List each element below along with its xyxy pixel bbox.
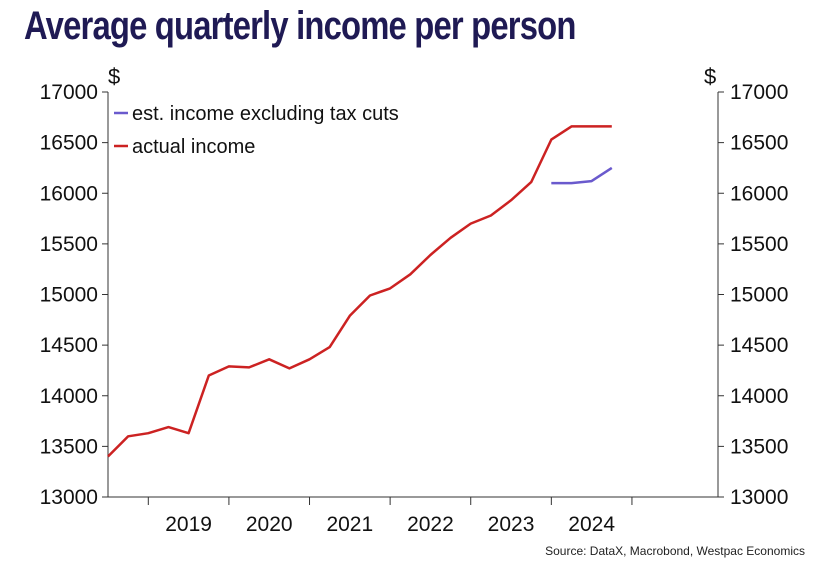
- y-tick-label-right: 14500: [730, 334, 788, 357]
- x-tick-label: 2020: [246, 513, 293, 536]
- y-tick-label-left: 13000: [40, 486, 98, 509]
- y-tick-label-left: 14500: [40, 334, 98, 357]
- series-layer: [107, 125, 613, 458]
- chart-axes: 13000 13000 13500 13500 14000 14000 14500 14500…: [40, 81, 789, 536]
- chart-legend: est. income excluding tax cuts actual inc…: [114, 103, 399, 158]
- y-tick-label-right: 13500: [730, 435, 788, 458]
- y-tick-label-right: 17000: [730, 81, 788, 104]
- y-tick-label-left: 14000: [40, 385, 98, 408]
- source-note: Source: DataX, Macrobond, Westpac Econom…: [545, 544, 805, 558]
- x-tick-label: 2021: [326, 513, 373, 536]
- y-tick-label-right: 15000: [730, 284, 788, 307]
- x-tick-label: 2024: [568, 513, 615, 536]
- y-tick-label-left: 17000: [40, 81, 98, 104]
- legend-label: est. income excluding tax cuts: [132, 103, 399, 125]
- y-tick-label-left: 15500: [40, 233, 98, 256]
- x-tick-label: 2019: [165, 513, 212, 536]
- y-unit-left: $: [108, 64, 120, 89]
- y-tick-label-right: 15500: [730, 233, 788, 256]
- y-tick-label-right: 13000: [730, 486, 788, 509]
- y-unit-right: $: [704, 64, 716, 89]
- series-line-0: [551, 166, 613, 185]
- y-tick-label-right: 16500: [730, 132, 788, 155]
- y-tick-label-left: 13500: [40, 435, 98, 458]
- y-tick-label-left: 15000: [40, 284, 98, 307]
- chart-title: Average quarterly income per person: [24, 4, 576, 48]
- series-line-1: [107, 125, 612, 458]
- legend-label: actual income: [132, 136, 255, 158]
- x-tick-label: 2022: [407, 513, 454, 536]
- x-tick-label: 2023: [488, 513, 535, 536]
- y-tick-label-right: 16000: [730, 182, 788, 205]
- y-tick-label-left: 16000: [40, 182, 98, 205]
- y-tick-label-left: 16500: [40, 132, 98, 155]
- y-tick-label-right: 14000: [730, 385, 788, 408]
